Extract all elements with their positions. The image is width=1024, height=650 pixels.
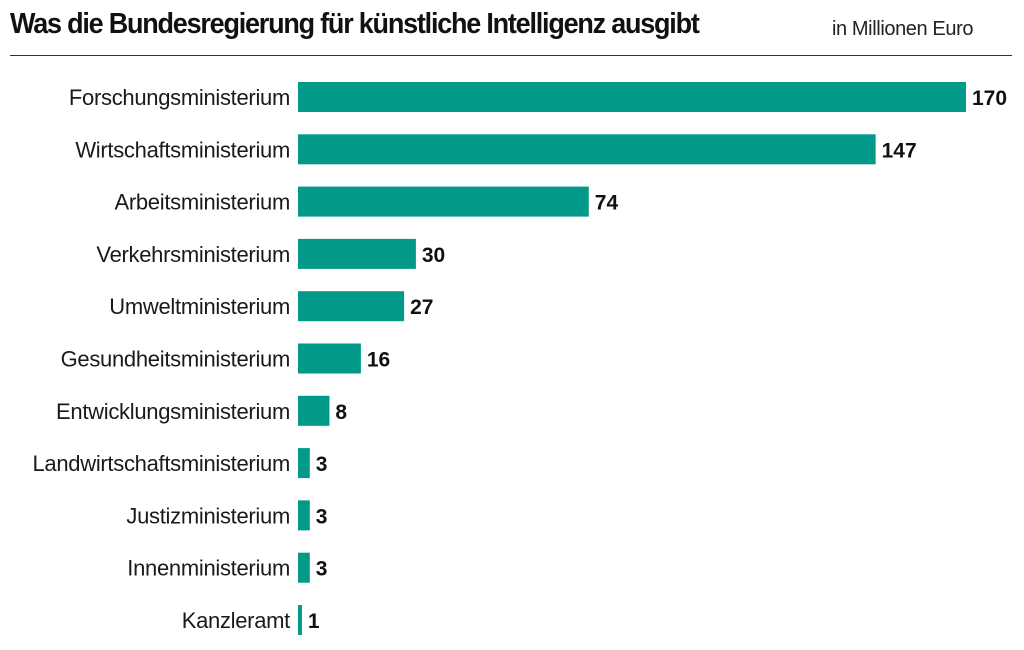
value-label: 16 <box>367 349 390 372</box>
bar <box>298 552 310 583</box>
category-label: Justizministerium <box>126 503 290 528</box>
category-label: Umweltministerium <box>109 294 290 319</box>
value-label: 3 <box>316 558 328 581</box>
value-label: 170 <box>972 87 1007 110</box>
title-divider <box>10 55 1012 56</box>
chart-title: Was die Bundesregierung für künstliche I… <box>10 8 700 40</box>
value-label: 30 <box>422 244 445 267</box>
bar <box>298 186 589 217</box>
bar <box>298 343 361 374</box>
value-label: 74 <box>595 192 619 215</box>
bar <box>298 291 405 322</box>
category-label: Kanzleramt <box>182 608 290 633</box>
category-label: Wirtschaftsministerium <box>75 137 290 162</box>
category-label: Landwirtschaftsministerium <box>32 451 290 476</box>
category-label: Gesundheitsministerium <box>61 347 290 372</box>
value-label: 27 <box>410 296 433 319</box>
value-label: 3 <box>316 453 328 476</box>
category-label: Entwicklungsministerium <box>56 399 290 424</box>
bar <box>298 134 876 165</box>
value-label: 1 <box>308 610 320 633</box>
bar <box>298 238 416 269</box>
bar <box>298 448 310 479</box>
category-label: Forschungsministerium <box>69 85 290 110</box>
bar <box>298 395 330 426</box>
value-label: 3 <box>316 505 328 528</box>
category-label: Innenministerium <box>127 556 290 581</box>
bar <box>298 82 966 112</box>
category-label: Verkehrsministerium <box>96 242 290 267</box>
chart-header: Was die Bundesregierung für künstliche I… <box>10 8 1014 48</box>
chart-unit-subtitle: in Millionen Euro <box>832 18 974 40</box>
bar <box>298 605 302 635</box>
value-label: 147 <box>882 139 917 162</box>
bar <box>298 500 310 531</box>
category-label: Arbeitsministerium <box>114 190 290 215</box>
value-label: 8 <box>335 401 347 424</box>
